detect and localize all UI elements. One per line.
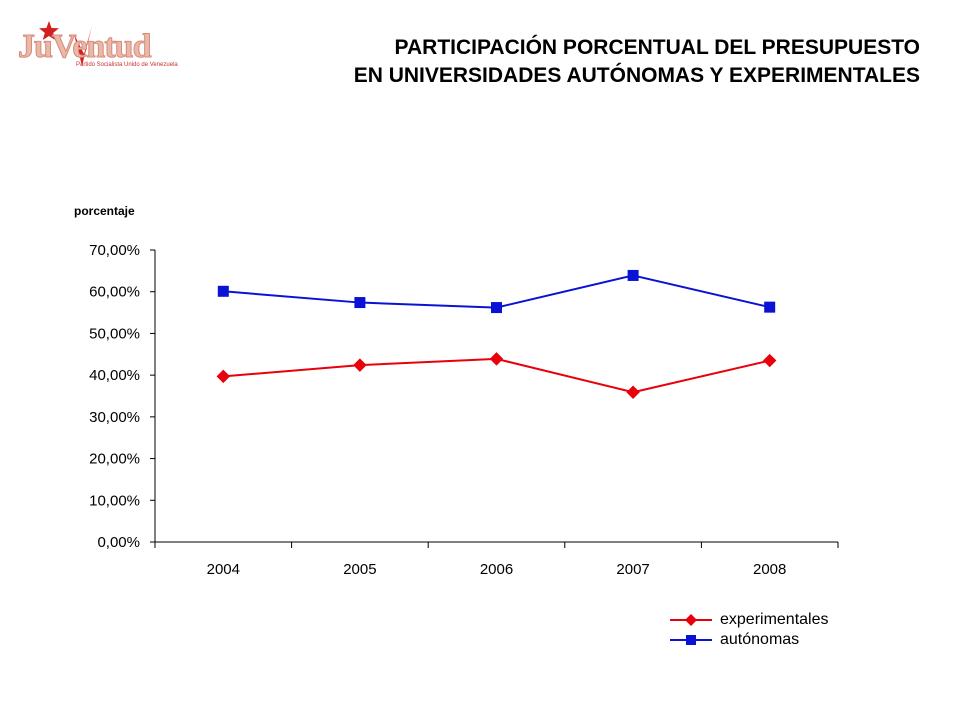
logo-wordmark: JuVentud xyxy=(17,28,151,66)
x-tick-label: 2008 xyxy=(753,561,786,578)
data-point xyxy=(491,302,502,314)
title-line-2: EN UNIVERSIDADES AUTÓNOMAS Y EXPERIMENTA… xyxy=(353,64,920,87)
y-tick-label: 10,00% xyxy=(89,492,140,509)
series-experimentales xyxy=(216,352,777,399)
title-line-1: PARTICIPACIÓN PORCENTUAL DEL PRESUPUESTO xyxy=(394,36,920,59)
y-tick-label: 20,00% xyxy=(89,451,140,468)
data-point xyxy=(626,385,640,399)
legend-swatch-autonomas xyxy=(670,635,712,645)
logo-subtext: Partido Socialista Unido de Venezuela xyxy=(76,62,178,68)
series-autónomas xyxy=(217,269,776,314)
check-mark-icon xyxy=(74,26,92,66)
chart-axes xyxy=(150,249,839,548)
data-point xyxy=(354,297,366,309)
star-icon xyxy=(39,21,59,40)
y-tick-label: 50,00% xyxy=(89,325,140,342)
data-point xyxy=(217,285,229,297)
chart-series xyxy=(216,269,777,399)
y-tick-label: 60,00% xyxy=(89,284,140,301)
legend-swatch-experimentales xyxy=(670,614,712,626)
chart-title: PARTICIPACIÓN PORCENTUAL DEL PRESUPUESTO… xyxy=(354,34,920,90)
y-tick-label: 30,00% xyxy=(89,409,140,426)
data-point xyxy=(764,301,776,313)
data-point xyxy=(627,269,639,281)
y-tick-labels: 0,00% 10,00% 20,00% 30,00% 40,00% 50,00% 60,00… xyxy=(89,242,140,551)
y-tick-label: 40,00% xyxy=(89,367,140,384)
x-tick-labels: 2004 2005 2006 2007 2008 xyxy=(207,561,787,578)
y-tick-label: 0,00% xyxy=(97,534,140,551)
juventud-logo: JuVentud Partido Socialista Unido de Ven… xyxy=(14,20,184,76)
x-tick-label: 2006 xyxy=(480,561,513,578)
legend-label-autonomas: autónomas xyxy=(720,631,800,648)
y-axis-label: porcentaje xyxy=(74,204,135,218)
data-point xyxy=(216,369,231,384)
data-point xyxy=(353,358,367,372)
x-tick-label: 2007 xyxy=(616,561,649,578)
x-tick-label: 2005 xyxy=(343,561,376,578)
y-tick-label: 70,00% xyxy=(89,242,140,259)
data-point xyxy=(489,352,504,366)
x-tick-label: 2004 xyxy=(207,561,240,578)
legend-label-experimentales: experimentales xyxy=(720,611,829,628)
data-point xyxy=(762,353,777,368)
